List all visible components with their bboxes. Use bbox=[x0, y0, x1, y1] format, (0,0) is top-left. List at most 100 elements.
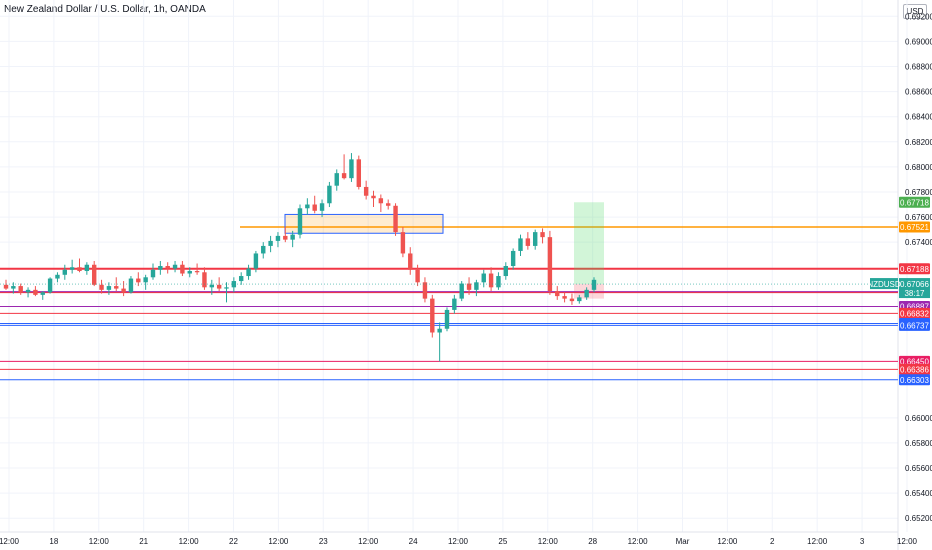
price-tick-label: 0.65200 bbox=[905, 514, 932, 523]
time-tick-label: 2 bbox=[770, 537, 775, 546]
level-price-tag-bg bbox=[899, 263, 930, 275]
stop-loss-zone[interactable] bbox=[574, 284, 604, 299]
candle-body bbox=[555, 291, 560, 297]
time-tick-label: Mar bbox=[676, 537, 690, 546]
candle-body bbox=[371, 195, 376, 199]
candle-body bbox=[62, 269, 68, 275]
candle-body bbox=[356, 159, 362, 187]
candle-body bbox=[253, 253, 259, 269]
time-tick-label: 12:00 bbox=[717, 537, 738, 546]
candle-body bbox=[349, 159, 354, 179]
candle-body bbox=[459, 283, 464, 299]
price-tick-label: 0.69200 bbox=[905, 12, 932, 21]
price-tick-label: 0.68400 bbox=[905, 113, 932, 122]
level-price-tag: 0.66737 bbox=[900, 321, 929, 330]
time-tick-label: 12:00 bbox=[0, 537, 20, 546]
level-price-tag-bg bbox=[899, 363, 930, 375]
candle-body bbox=[143, 277, 148, 283]
candle-body bbox=[363, 186, 369, 196]
level-price-tag: 0.67188 bbox=[900, 265, 929, 274]
candle-body bbox=[385, 203, 391, 206]
countdown-label: 38:17 bbox=[904, 289, 925, 298]
candle-body bbox=[238, 276, 244, 282]
candle-body bbox=[488, 273, 494, 288]
candle-body bbox=[3, 284, 9, 289]
candle-body bbox=[510, 250, 516, 266]
chart-title: New Zealand Dollar / U.S. Dollar, 1h, OA… bbox=[4, 4, 206, 15]
candle-body bbox=[283, 235, 288, 240]
candle-body bbox=[261, 245, 266, 254]
candle-body bbox=[569, 298, 575, 302]
price-tick-label: 0.68800 bbox=[905, 63, 932, 72]
candle-body bbox=[408, 253, 413, 270]
candle-body bbox=[150, 269, 156, 278]
candle-body bbox=[165, 266, 170, 269]
time-tick-label: 12:00 bbox=[268, 537, 289, 546]
candle-body bbox=[202, 272, 207, 288]
candle-body bbox=[55, 274, 60, 279]
candle-body bbox=[319, 203, 325, 211]
candle-body bbox=[209, 284, 215, 288]
time-tick-label: 25 bbox=[498, 537, 507, 546]
candle-body bbox=[466, 283, 472, 290]
candle-body bbox=[172, 264, 178, 269]
level-price-tag: 0.66832 bbox=[900, 309, 929, 318]
candle-body bbox=[187, 271, 192, 274]
candle-body bbox=[114, 286, 119, 289]
candle-body bbox=[437, 328, 442, 333]
price-tick-label: 0.68600 bbox=[905, 88, 932, 97]
time-tick-label: 3 bbox=[860, 537, 865, 546]
candle-body bbox=[99, 284, 104, 290]
candle-body bbox=[231, 281, 237, 288]
candle-body bbox=[305, 204, 310, 209]
candle-body bbox=[312, 204, 317, 211]
time-tick-label: 12:00 bbox=[358, 537, 379, 546]
take-profit-zone[interactable] bbox=[574, 202, 604, 285]
price-tick-label: 0.68200 bbox=[905, 138, 932, 147]
level-price-tag: 0.66450 bbox=[900, 357, 929, 366]
candle-body bbox=[400, 232, 406, 254]
candle-body bbox=[297, 208, 303, 235]
candle-body bbox=[128, 278, 134, 293]
level-price-tag: 0.66887 bbox=[900, 303, 929, 312]
candle-body bbox=[481, 273, 486, 283]
currency-button[interactable]: USD bbox=[903, 4, 927, 19]
time-tick-label: 22 bbox=[229, 537, 238, 546]
candle-body bbox=[577, 297, 582, 302]
candle-body bbox=[194, 271, 200, 273]
candle-body bbox=[158, 266, 163, 270]
time-tick-label: 28 bbox=[588, 537, 597, 546]
candle-body bbox=[18, 286, 23, 293]
tp-price-tag: 0.67718 bbox=[900, 198, 929, 207]
candle-body bbox=[246, 268, 251, 277]
candle-body bbox=[503, 266, 509, 277]
candle-body bbox=[224, 287, 229, 289]
price-tick-label: 0.65400 bbox=[905, 489, 932, 498]
candle-body bbox=[268, 240, 273, 246]
time-tick-label: 12:00 bbox=[89, 537, 110, 546]
candle-body bbox=[422, 282, 428, 299]
time-tick-label: 18 bbox=[49, 537, 58, 546]
candle-body bbox=[532, 232, 538, 246]
candle-body bbox=[452, 298, 457, 310]
candle-body bbox=[180, 264, 185, 274]
candle-body bbox=[430, 298, 435, 333]
candle-body bbox=[47, 278, 53, 293]
price-tick-label: 0.67400 bbox=[905, 238, 932, 247]
candle-body bbox=[77, 267, 82, 272]
time-tick-label: 12:00 bbox=[628, 537, 649, 546]
level-price-tag-bg bbox=[899, 319, 930, 331]
level-price-tag: 0.66386 bbox=[900, 365, 929, 374]
time-tick-label: 12:00 bbox=[179, 537, 200, 546]
price-tick-label: 0.65600 bbox=[905, 464, 932, 473]
time-tick-label: 12:00 bbox=[897, 537, 918, 546]
candle-body bbox=[69, 267, 75, 270]
candle-body bbox=[275, 235, 281, 241]
resistance-zone[interactable] bbox=[284, 213, 444, 234]
candle-body bbox=[106, 286, 112, 290]
candle-body bbox=[25, 289, 31, 293]
price-tick-label: 0.68000 bbox=[905, 163, 932, 172]
candle-body bbox=[84, 264, 90, 272]
candle-body bbox=[474, 282, 479, 290]
